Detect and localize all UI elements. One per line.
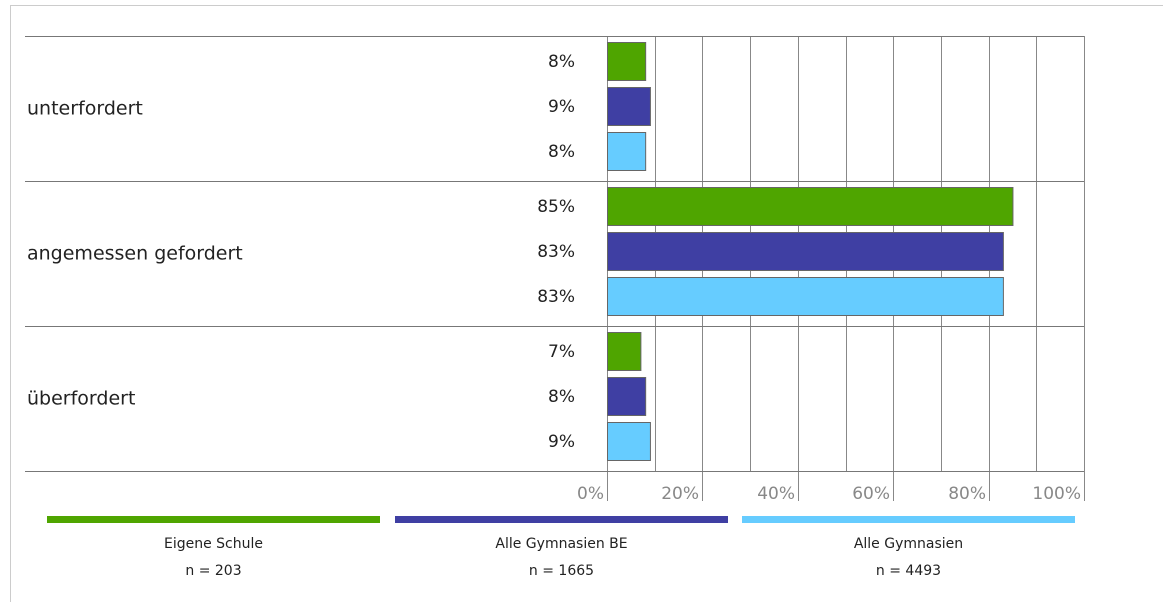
bar — [607, 377, 647, 416]
bar — [607, 42, 647, 81]
category-label: angemessen gefordert — [27, 243, 243, 265]
data-label: 7% — [548, 342, 575, 362]
bar — [607, 132, 647, 171]
legend-n: n = 4493 — [875, 563, 942, 579]
legend-swatch — [47, 516, 380, 523]
x-tick-label: 100% — [1032, 484, 1081, 504]
data-label: 85% — [537, 197, 575, 217]
data-label: 9% — [548, 97, 575, 117]
legend-item-alle-gymnasien: Alle Gymnasien n = 4493 — [742, 516, 1075, 580]
legend-item-eigene-schule: Eigene Schule n = 203 — [47, 516, 380, 580]
category-label: überfordert — [27, 388, 135, 410]
x-tick-label: 60% — [852, 484, 890, 504]
bar — [607, 87, 651, 126]
data-label: 8% — [548, 142, 575, 162]
category-label: unterfordert — [27, 98, 143, 120]
legend-n: n = 203 — [185, 563, 242, 579]
x-tick-label: 80% — [948, 484, 986, 504]
bar — [607, 187, 1014, 226]
bar — [607, 332, 642, 371]
bar — [607, 277, 1004, 316]
data-label: 9% — [548, 432, 575, 452]
x-tick-label: 20% — [661, 484, 699, 504]
bar — [607, 232, 1004, 271]
legend-swatch — [742, 516, 1075, 523]
data-label: 83% — [537, 287, 575, 307]
x-tick-label: 40% — [757, 484, 795, 504]
bar — [607, 422, 651, 461]
legend-n: n = 1665 — [528, 563, 595, 579]
x-tick-label: 0% — [577, 484, 604, 504]
legend-label: Eigene Schule — [163, 536, 263, 552]
data-label: 8% — [548, 387, 575, 407]
legend-label: Alle Gymnasien — [853, 536, 964, 552]
data-label: 8% — [548, 52, 575, 72]
legend-item-alle-gymnasien-be: Alle Gymnasien BE n = 1665 — [395, 516, 728, 580]
legend-label: Alle Gymnasien BE — [495, 536, 628, 552]
data-label: 83% — [537, 242, 575, 262]
legend-swatch — [395, 516, 728, 523]
